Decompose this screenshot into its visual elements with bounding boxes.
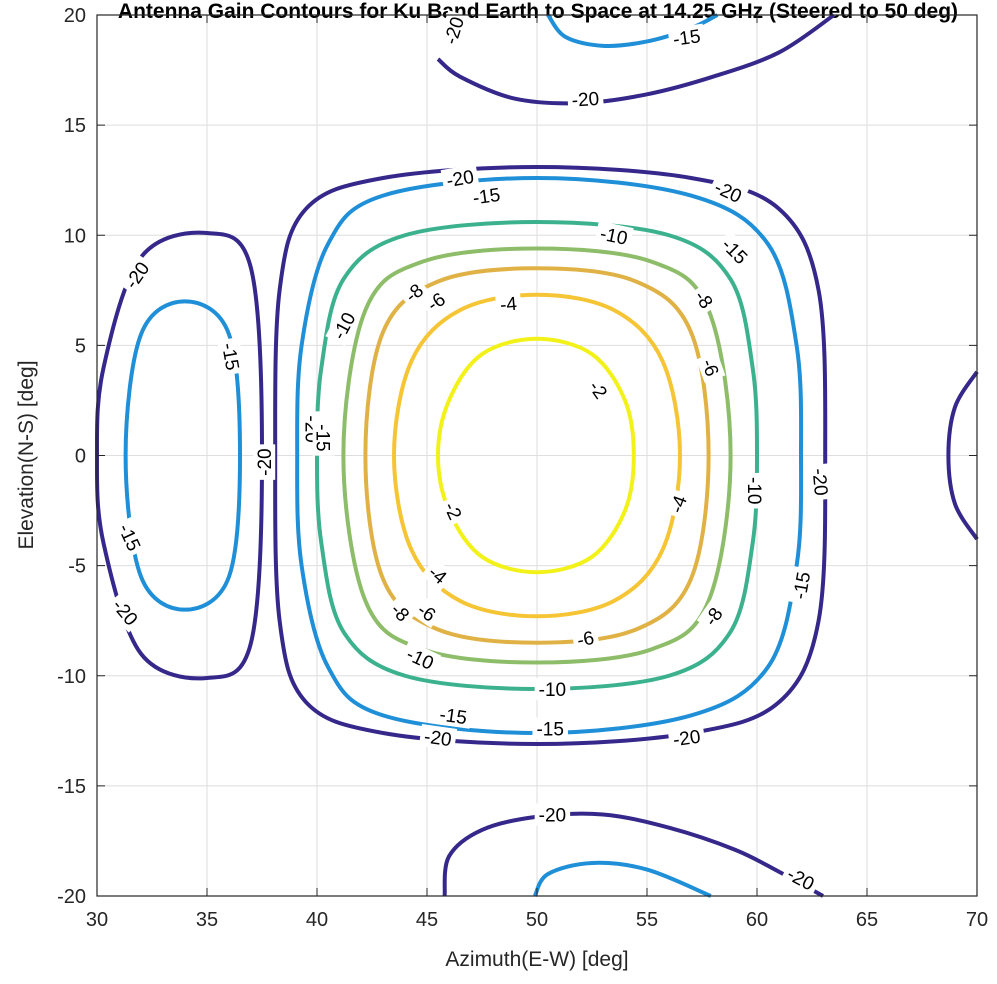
x-tick-label: 45 <box>416 909 438 931</box>
contour-label: -15 <box>312 420 335 456</box>
contour-line <box>532 860 712 898</box>
contour-label: -20 <box>440 164 480 192</box>
contour-label: -8 <box>688 282 721 316</box>
contour-line <box>94 230 264 681</box>
contour-label: -15 <box>217 337 246 376</box>
contour-label-text: -20 <box>672 727 702 752</box>
contour-label-text: -20 <box>255 448 276 475</box>
contour-label: -15 <box>667 23 706 51</box>
contour-label: -15 <box>112 516 148 558</box>
contour-label: -20 <box>808 463 834 501</box>
contour-label: -4 <box>421 557 455 591</box>
contour-label: -10 <box>594 220 634 250</box>
x-tick-label: 40 <box>306 909 328 931</box>
contour-line <box>363 266 711 645</box>
contour-label: -10 <box>743 472 766 509</box>
contour-label-text: -20 <box>808 467 831 496</box>
contour-line <box>123 299 242 612</box>
y-tick-label: 0 <box>75 446 86 468</box>
contour-label-text: -15 <box>672 26 702 51</box>
x-tick-label: 55 <box>636 909 658 931</box>
contour-label-text: -6 <box>697 356 723 379</box>
contour-label: -20 <box>105 591 146 633</box>
contour-label: -8 <box>696 599 730 633</box>
contour-labels: -20 -15-20-20-15 -20-10 -15-20-8-6 -4 -8-10-1… <box>105 10 834 897</box>
contour-label-text: -15 <box>217 341 242 372</box>
grid-lines <box>97 15 977 896</box>
y-tick-label: 20 <box>64 5 86 27</box>
contour-label-text: -2 <box>584 377 611 403</box>
contour-label: -20 <box>667 724 706 752</box>
contour-line <box>273 164 828 747</box>
contour-label-text: -10 <box>743 477 764 504</box>
contour-line <box>946 370 979 541</box>
contour-label: -4 <box>494 291 522 316</box>
x-tick-label: 60 <box>746 909 768 931</box>
contour-label-text: -15 <box>536 720 563 741</box>
contour-line <box>442 811 824 898</box>
contour-label: -4 <box>663 488 693 520</box>
y-tick-label: 10 <box>64 225 86 247</box>
contour-label-text: -20 <box>539 806 566 827</box>
x-axis: 30 35 40 45 50 55 60 65 70 <box>86 15 988 931</box>
contour-label: -6 <box>570 624 600 652</box>
contour-label-text: -4 <box>424 562 451 589</box>
x-tick-label: 50 <box>526 909 548 931</box>
x-tick-label: 35 <box>196 909 218 931</box>
y-tick-label: 15 <box>64 115 86 137</box>
y-tick-label: -10 <box>57 666 86 688</box>
contour-label: -6 <box>696 351 726 383</box>
contour-label: -2 <box>582 372 615 406</box>
contour-label-text: -6 <box>575 628 596 652</box>
contour-label-text: -20 <box>571 89 600 112</box>
contour-label-text: -8 <box>690 287 717 313</box>
x-tick-label: 70 <box>966 909 988 931</box>
contour-label-text: -6 <box>413 600 439 627</box>
contour-label: -20 <box>534 803 571 827</box>
y-tick-label: -15 <box>57 776 86 798</box>
y-tick-label: 5 <box>75 335 86 357</box>
contour-line <box>436 13 836 106</box>
contour-label: -20 <box>253 444 276 480</box>
contour-label-text: -15 <box>472 185 502 210</box>
contour-label-text: -4 <box>666 493 692 516</box>
x-tick-label: 65 <box>856 909 878 931</box>
chart-title: Antenna Gain Contours for Ku Band Earth … <box>118 0 958 23</box>
contour-label: -20 <box>418 724 458 752</box>
contour-label-text: -15 <box>790 570 815 601</box>
contour-label: -8 <box>383 595 418 629</box>
x-tick-label: 30 <box>86 909 108 931</box>
contour-lines <box>94 13 979 898</box>
contour-label-text: -8 <box>386 600 413 627</box>
contour-line <box>392 292 682 619</box>
contour-label: -10 <box>399 640 442 676</box>
contour-label-text: -4 <box>499 294 518 316</box>
x-axis-label: Azimuth(E-W) [deg] <box>445 948 628 971</box>
contour-line <box>341 246 733 665</box>
contour-label: -20 <box>566 86 604 112</box>
contour-label: -2 <box>438 494 469 527</box>
contour-label-text: -10 <box>598 224 629 250</box>
y-tick-label: -20 <box>57 886 86 908</box>
y-axis-label: Elevation(N-S) [deg] <box>15 360 38 549</box>
contour-label-text: -15 <box>438 705 468 730</box>
contour-label: -15 <box>787 566 815 605</box>
contour-label: -15 <box>467 182 506 210</box>
contour-label: -10 <box>325 304 362 347</box>
y-tick-label: -5 <box>68 556 86 578</box>
contour-line <box>436 336 636 575</box>
contour-label-text: -15 <box>312 424 333 451</box>
contour-label: -15 <box>434 702 473 730</box>
contour-label-text: -20 <box>423 727 453 752</box>
contour-label: -15 <box>532 717 568 741</box>
contour-label-text: -10 <box>539 680 566 701</box>
contour-label: -10 <box>534 678 571 701</box>
